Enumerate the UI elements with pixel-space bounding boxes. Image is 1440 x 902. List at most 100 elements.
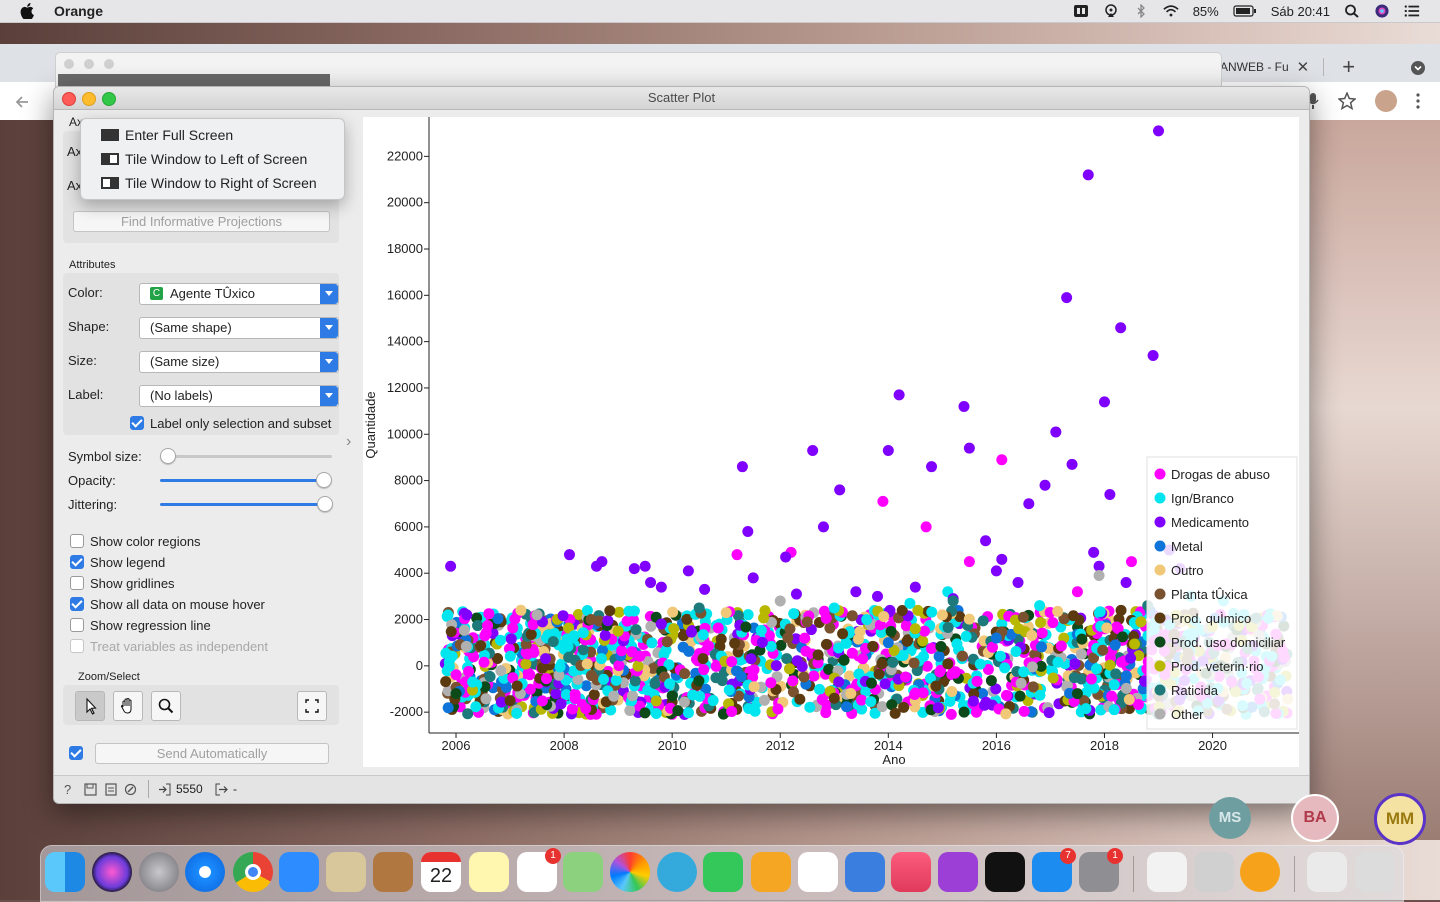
checkbox-box[interactable] [70, 576, 84, 590]
system-preferences-icon[interactable]: 1 [1079, 848, 1123, 892]
facetime-icon[interactable] [703, 852, 743, 892]
new-tab-icon[interactable]: + [1342, 54, 1356, 79]
send-auto-checkbox[interactable] [69, 745, 83, 761]
shape-select[interactable]: (Same shape) [139, 317, 339, 339]
reminders-icon[interactable]: 1 [517, 848, 561, 892]
collapse-panel-icon[interactable]: › [346, 433, 352, 450]
calendar-icon[interactable]: 22 [421, 852, 461, 892]
profile-avatar[interactable] [1375, 90, 1397, 112]
close-window-icon[interactable] [62, 92, 76, 106]
y-tick-label: 14000 [387, 334, 423, 349]
checkbox-box[interactable] [70, 555, 84, 569]
label-select[interactable]: (No labels) [139, 385, 339, 407]
participant-avatar-mm[interactable]: MM [1374, 793, 1426, 845]
spotlight-search-icon[interactable] [1344, 4, 1360, 18]
maps-icon[interactable] [563, 852, 603, 892]
data-point [495, 696, 507, 708]
launchpad-icon[interactable] [139, 852, 179, 892]
notes-icon[interactable] [469, 852, 509, 892]
preview-icon[interactable] [326, 852, 366, 892]
minimize-dot[interactable] [84, 59, 94, 69]
checkbox-box[interactable] [69, 746, 83, 760]
option-checkbox[interactable]: Show gridlines [70, 575, 175, 591]
zoom-dot[interactable] [104, 59, 114, 69]
minimize-window-icon[interactable] [82, 92, 96, 106]
keynote-icon[interactable] [845, 852, 885, 892]
label-only-selection-checkbox[interactable]: Label only selection and subset [130, 415, 331, 431]
visual-settings-icon[interactable] [124, 783, 137, 796]
scatter-plot-canvas[interactable]: -2000 0 2000 4000 6000 8000 10000 12000 14000 160… [363, 117, 1299, 767]
checkbox-box[interactable] [70, 597, 84, 611]
close-dot[interactable] [64, 59, 74, 69]
pages-icon[interactable] [751, 852, 791, 892]
bookmark-star-icon[interactable] [1338, 92, 1356, 110]
downloads-stack-icon[interactable] [1307, 852, 1347, 892]
option-checkbox[interactable]: Show color regions [70, 533, 201, 549]
orange-app-icon[interactable] [1240, 852, 1280, 892]
opacity-slider[interactable] [316, 472, 332, 488]
bluetooth-icon[interactable] [1133, 4, 1149, 18]
screen-share-icon[interactable] [1073, 4, 1089, 18]
tile-left-item[interactable]: Tile Window to Left of Screen [101, 148, 307, 170]
data-point [1071, 586, 1083, 598]
participant-avatar-ba[interactable]: BA [1291, 794, 1339, 842]
enter-full-screen-item[interactable]: Enter Full Screen [101, 124, 233, 146]
tab-search-icon[interactable] [1410, 60, 1426, 76]
symbol-size-track [160, 455, 332, 458]
music-icon[interactable] [891, 852, 931, 892]
podcasts-icon[interactable] [938, 852, 978, 892]
pan-tool-button[interactable] [113, 691, 143, 721]
notification-center-icon[interactable] [1404, 4, 1420, 18]
size-select[interactable]: (Same size) [139, 351, 339, 373]
save-icon[interactable] [84, 783, 97, 796]
more-menu-icon[interactable] [1412, 92, 1424, 110]
option-checkbox[interactable]: Show regression line [70, 617, 211, 633]
zoom-app-icon[interactable] [279, 852, 319, 892]
data-point [898, 701, 910, 713]
option-checkbox[interactable]: Show legend [70, 554, 165, 570]
apple-tv-icon[interactable] [985, 852, 1025, 892]
browser-tab[interactable]: ANWEB - Fu ✕ + [1220, 54, 1356, 79]
tile-right-item[interactable]: Tile Window to Right of Screen [101, 172, 317, 194]
numbers-icon[interactable] [798, 852, 838, 892]
send-automatically-button[interactable]: Send Automatically [95, 743, 329, 764]
checkbox-box[interactable] [70, 534, 84, 548]
contacts-icon[interactable] [373, 852, 413, 892]
photos-icon[interactable] [610, 852, 650, 892]
trash-icon[interactable] [1355, 852, 1395, 892]
zoom-window-icon[interactable] [102, 92, 116, 106]
help-icon[interactable]: ? [64, 782, 72, 797]
safari-icon[interactable] [185, 852, 225, 892]
siri-dock-icon[interactable] [92, 852, 132, 892]
participant-avatar-ms[interactable]: MS [1209, 797, 1251, 839]
textedit-icon[interactable] [1147, 852, 1187, 892]
data-point [1080, 703, 1092, 715]
siri-icon[interactable] [1374, 4, 1390, 18]
battery-icon[interactable] [1233, 4, 1257, 18]
report-icon[interactable] [105, 783, 117, 796]
reset-zoom-button[interactable] [297, 691, 327, 721]
select-tool-button[interactable] [75, 691, 105, 721]
jittering-slider[interactable] [317, 496, 333, 512]
color-select[interactable]: C Agente TÛxico [139, 283, 339, 305]
checkbox-box[interactable] [130, 416, 144, 430]
zoom-tool-button[interactable] [151, 691, 181, 721]
close-tab-icon[interactable]: ✕ [1296, 59, 1310, 76]
airplay-audio-icon[interactable] [1103, 4, 1119, 18]
app-store-icon[interactable]: 7 [1032, 848, 1076, 892]
menu-clock[interactable]: Sáb 20:41 [1270, 3, 1330, 19]
finder-icon[interactable] [45, 852, 85, 892]
wifi-icon[interactable] [1163, 4, 1179, 18]
symbol-size-slider[interactable] [160, 448, 176, 464]
option-checkbox[interactable]: Show all data on mouse hover [70, 596, 265, 612]
data-point [774, 595, 786, 607]
scientific-app-icon[interactable] [1194, 852, 1234, 892]
apple-logo-icon[interactable] [20, 3, 34, 19]
messages-icon[interactable] [657, 852, 697, 892]
app-name[interactable]: Orange [54, 3, 104, 19]
chrome-dock-icon[interactable] [233, 852, 273, 892]
checkbox-box[interactable] [70, 618, 84, 632]
back-arrow-icon[interactable] [14, 94, 30, 110]
data-point [828, 602, 840, 614]
find-informative-projections-button[interactable]: Find Informative Projections [73, 211, 330, 232]
